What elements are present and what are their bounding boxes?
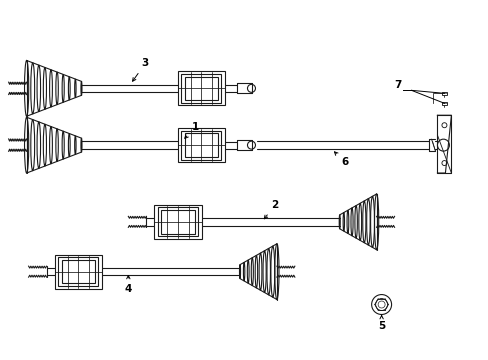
Text: 3: 3	[132, 58, 149, 81]
Text: 4: 4	[124, 275, 132, 293]
Text: 5: 5	[377, 315, 385, 332]
Bar	[441, 91, 446, 95]
Text: 6: 6	[334, 152, 347, 167]
Text: 7: 7	[393, 80, 401, 90]
Text: 2: 2	[264, 200, 278, 219]
Text: 1: 1	[184, 122, 198, 138]
Bar	[441, 102, 446, 105]
